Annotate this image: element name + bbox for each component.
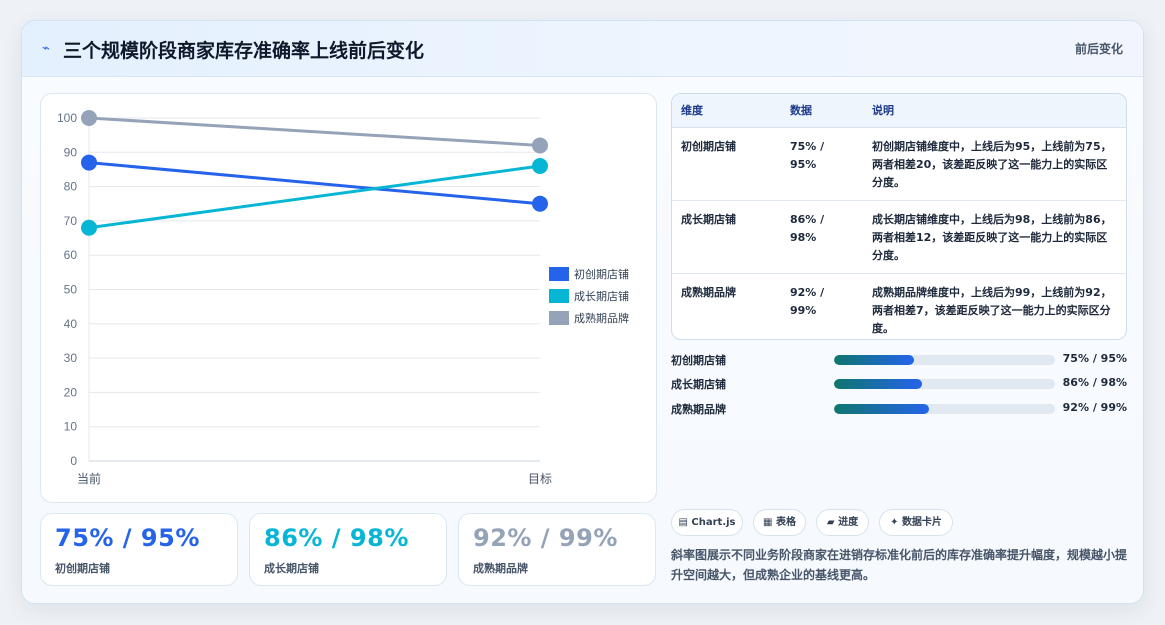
stat-card-mature: 92% / 99% 成熟期品牌	[458, 513, 656, 586]
stat-card-growth: 86% / 98% 成长期店铺	[249, 513, 447, 586]
cell-dimension: 初创期店铺	[672, 127, 781, 201]
progress-row: 初创期店铺 75% / 95%	[671, 350, 1127, 368]
card-header: ⌁ 三个规模阶段商家库存准确率上线前后变化 前后变化	[22, 21, 1143, 77]
chip-label: 表格	[775, 517, 796, 528]
progress-icon: ▰	[826, 517, 835, 528]
cell-dimension: 成熟期品牌	[681, 285, 736, 299]
column-header: 数据	[781, 94, 863, 128]
sparkle-icon: ✦	[890, 517, 899, 528]
column-header: 说明	[863, 94, 1126, 128]
y-tick-label: 20	[64, 385, 78, 399]
table-header-row: 维度 数据 说明	[672, 94, 1126, 128]
progress-row: 成熟期品牌 92% / 99%	[671, 399, 1127, 417]
progress-value: 86% / 98%	[1062, 376, 1127, 389]
chip-label: 进度	[838, 517, 859, 528]
cell-note: 初创期店铺维度中，上线后为95，上线前为75，两者相差20，该差距反映了这一能力…	[863, 127, 1126, 201]
data-point	[81, 219, 97, 236]
table-row: 初创期店铺 75% / 95% 初创期店铺维度中，上线后为95，上线前为75，两…	[672, 127, 1126, 201]
data-point	[532, 158, 548, 175]
chart-svg: 0 10 20 30 40 50 60 70 80 90 100 当前 目标 初创期店铺成长期店铺成熟期品…	[57, 110, 629, 486]
stat-label: 成长期店铺	[264, 562, 319, 575]
y-tick-label: 70	[64, 214, 78, 228]
progress-label: 成长期店铺	[671, 378, 726, 391]
cell-note: 成长期店铺维度中，上线后为98，上线前为86，两者相差12，该差距反映了这一能力…	[863, 200, 1126, 274]
table-row: 成熟期品牌 92% / 99% 成熟期品牌维度中，上线后为99，上线前为92，两…	[672, 273, 1126, 339]
progress-label: 初创期店铺	[671, 354, 726, 367]
chip-chartjs[interactable]: ▤ Chart.js	[671, 509, 743, 536]
series-line	[88, 164, 541, 230]
stat-card-startup: 75% / 95% 初创期店铺	[40, 513, 238, 586]
table-row: 成长期店铺 86% / 98% 成长期店铺维度中，上线后为98，上线前为86，两…	[672, 200, 1126, 274]
progress-track	[834, 355, 1055, 365]
legend-swatch	[549, 289, 569, 303]
cell-data: 86% / 98%	[781, 200, 863, 274]
chip-table[interactable]: ▦ 表格	[753, 509, 806, 536]
stat-value: 75% / 95%	[55, 524, 200, 552]
cell-note: 成熟期品牌维度中，上线后为99，上线前为92，两者相差7，该差距反映了这一能力上…	[872, 285, 1112, 335]
progress-fill	[834, 404, 930, 414]
series-line	[88, 116, 541, 147]
y-tick-label: 50	[64, 283, 78, 297]
data-point	[532, 137, 548, 154]
lightning-icon: ⌁	[42, 41, 50, 56]
y-tick-label: 40	[64, 317, 78, 331]
y-tick-label: 10	[64, 420, 78, 434]
progress-label: 成熟期品牌	[671, 403, 726, 416]
x-tick-label: 目标	[528, 472, 552, 486]
table-icon: ▦	[763, 517, 773, 528]
progress-fill	[834, 355, 914, 365]
column-header: 维度	[672, 94, 781, 128]
y-tick-label: 0	[70, 454, 77, 468]
y-tick-label: 30	[64, 351, 78, 365]
chip-progress[interactable]: ▰ 进度	[816, 509, 869, 536]
progress-value: 92% / 99%	[1062, 401, 1127, 414]
stat-value: 92% / 99%	[473, 524, 618, 552]
cell-dimension: 成长期店铺	[672, 200, 781, 274]
cell-data: 92% / 99%	[790, 285, 825, 317]
stat-label: 初创期店铺	[55, 562, 110, 575]
y-tick-label: 80	[64, 180, 78, 194]
stat-label: 成熟期品牌	[473, 562, 528, 575]
header-tag: 前后变化	[1074, 42, 1123, 56]
data-point	[532, 195, 548, 212]
legend-label: 成熟期品牌	[574, 311, 629, 325]
chart-icon: ▤	[678, 517, 688, 528]
page-title: 三个规模阶段商家库存准确率上线前后变化	[63, 40, 425, 62]
chip-label: 数据卡片	[901, 517, 942, 528]
main-card: ⌁ 三个规模阶段商家库存准确率上线前后变化 前后变化 0 10 20 30 40 50 60…	[21, 20, 1144, 604]
legend-label: 成长期店铺	[574, 289, 629, 303]
chip-label: Chart.js	[691, 517, 736, 528]
y-tick-label: 100	[57, 111, 77, 125]
series-line	[88, 161, 541, 206]
chart-description: 斜率图展示不同业务阶段商家在进销存标准化前后的库存准确率提升幅度，规模越小提升空…	[671, 548, 1128, 582]
legend-swatch	[549, 311, 569, 325]
data-table: 维度 数据 说明 初创期店铺 75% / 95% 初创期店铺维度中，上线后为95…	[671, 93, 1127, 340]
progress-row: 成长期店铺 86% / 98%	[671, 374, 1127, 392]
legend-swatch	[549, 267, 569, 281]
x-tick-label: 当前	[77, 471, 101, 486]
progress-track	[834, 379, 1055, 389]
progress-fill	[834, 379, 923, 389]
chip-data-cards[interactable]: ✦ 数据卡片	[879, 509, 953, 536]
data-point	[81, 154, 97, 171]
legend-label: 初创期店铺	[574, 267, 629, 281]
y-tick-label: 90	[64, 145, 78, 159]
cell-data: 75% / 95%	[781, 127, 863, 201]
data-point	[81, 110, 97, 126]
progress-track	[834, 404, 1055, 414]
stat-value: 86% / 98%	[264, 524, 409, 552]
progress-value: 75% / 95%	[1062, 352, 1127, 365]
slope-chart: 0 10 20 30 40 50 60 70 80 90 100 当前 目标 初创期店铺成长期店铺成熟期品…	[40, 93, 657, 503]
y-tick-label: 60	[64, 248, 78, 262]
